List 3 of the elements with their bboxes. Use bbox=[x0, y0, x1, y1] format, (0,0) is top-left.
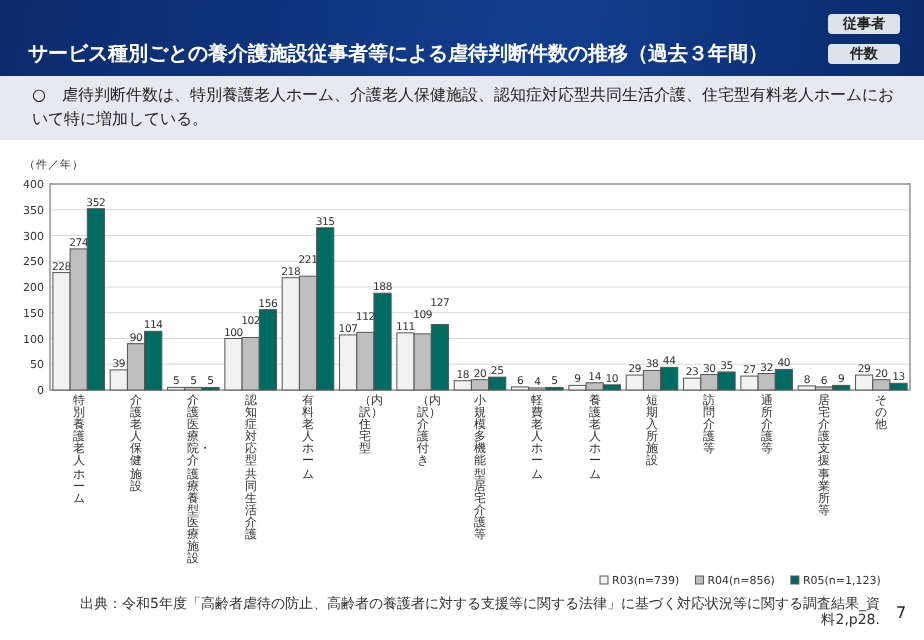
text: 7 bbox=[896, 604, 907, 622]
chart-subtitle: ○ 虐待判断件数は、特別養護老人ホーム、介護老人保健施設、認知症対応型共同生活介護、住宅型有料老人ホームにおいて特に増加している。 bbox=[32, 84, 896, 132]
chart-title: サービス種別ごとの養介護施設従事者等による虐待判断件数の推移（過去３年間） bbox=[28, 41, 768, 68]
